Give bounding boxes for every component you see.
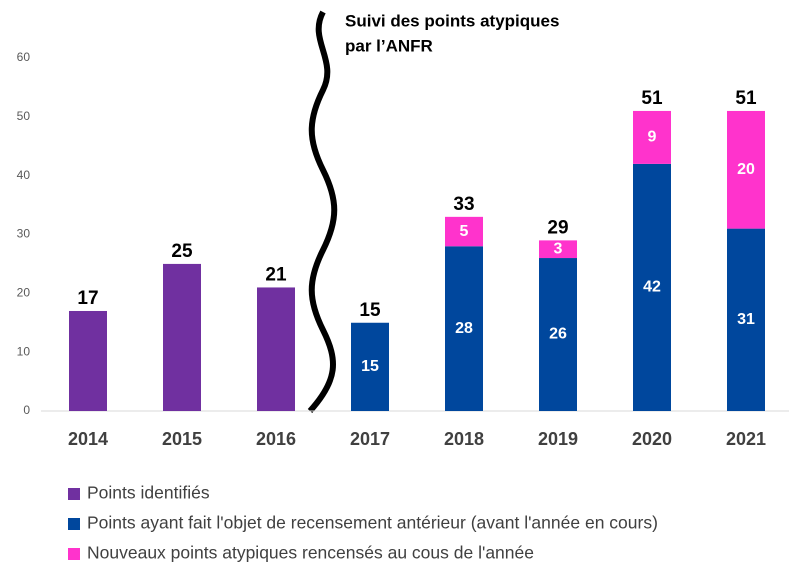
bar-segment — [633, 163, 671, 411]
legend-label: Points ayant fait l'objet de recensement… — [87, 513, 658, 533]
segment-label: 31 — [737, 311, 755, 328]
segment-label: 26 — [549, 326, 567, 343]
bar-segment — [633, 110, 671, 164]
y-tick-label: 20 — [17, 286, 31, 300]
y-tick-label: 30 — [17, 227, 31, 241]
x-tick-label: 2021 — [726, 429, 766, 449]
legend-swatch — [68, 548, 80, 560]
bar-segment — [727, 228, 765, 411]
legend-swatch — [68, 518, 80, 530]
x-tick-label: 2018 — [444, 429, 484, 449]
bar-segment — [445, 246, 483, 411]
y-tick-label: 0 — [23, 403, 30, 417]
segment-label: 15 — [361, 358, 379, 375]
bar-segment — [539, 258, 577, 411]
bar-segment — [445, 216, 483, 247]
legend-label: Points identifiés — [87, 483, 210, 503]
total-label: 17 — [77, 288, 98, 309]
x-tick-label: 2020 — [632, 429, 672, 449]
total-label: 21 — [265, 264, 287, 285]
total-label: 33 — [453, 194, 474, 215]
break-line — [307, 10, 338, 414]
segment-label: 28 — [455, 320, 473, 337]
y-tick-label: 60 — [17, 50, 31, 64]
bar-segment — [727, 110, 765, 229]
x-tick-label: 2019 — [538, 429, 578, 449]
segment-label: 20 — [737, 161, 755, 178]
segment-label: 3 — [554, 240, 563, 257]
total-label: 25 — [171, 241, 193, 262]
total-label: 15 — [359, 300, 381, 321]
x-tick-label: 2014 — [68, 429, 108, 449]
total-label: 51 — [735, 88, 757, 109]
segment-label: 5 — [460, 223, 469, 240]
x-tick-label: 2016 — [256, 429, 296, 449]
x-tick-label: 2017 — [350, 429, 390, 449]
total-label: 29 — [547, 217, 568, 238]
y-tick-label: 10 — [17, 344, 31, 358]
bar-segment — [351, 322, 389, 411]
y-tick-label: 50 — [17, 109, 31, 123]
y-tick-label: 40 — [17, 168, 31, 182]
segment-label: 9 — [648, 129, 657, 146]
annotation: Suivi des points atypiques — [345, 11, 559, 30]
annotation: par l’ANFR — [345, 36, 433, 55]
bar-segment — [163, 263, 201, 411]
x-tick-label: 2015 — [162, 429, 202, 449]
bar-segment — [539, 240, 577, 259]
legend-swatch — [68, 488, 80, 500]
total-label: 51 — [641, 88, 663, 109]
bar-segment — [69, 310, 107, 411]
bar-segment — [257, 287, 295, 411]
legend-label: Nouveaux points atypiques rencensés au c… — [87, 543, 534, 563]
segment-label: 42 — [643, 279, 661, 296]
